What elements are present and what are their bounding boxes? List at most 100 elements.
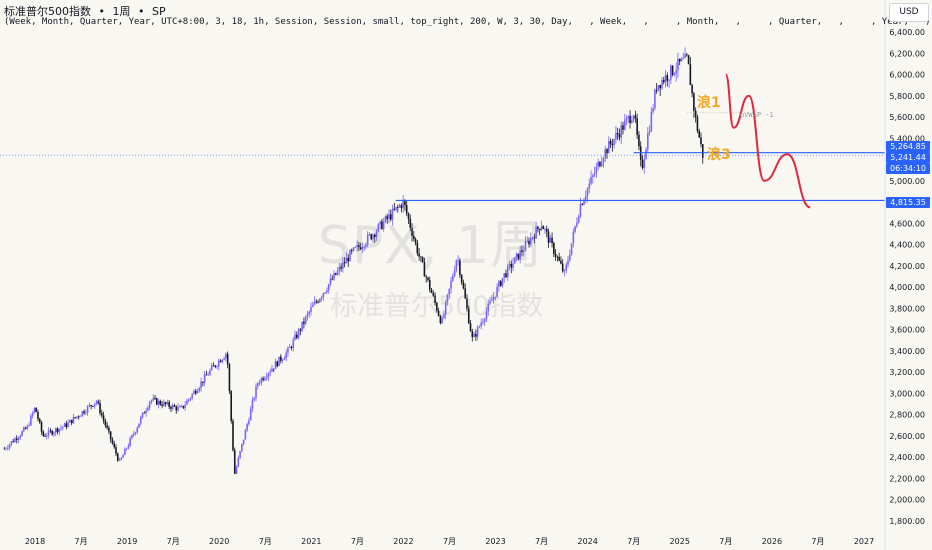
- candle-body: [606, 149, 608, 154]
- candle-body: [576, 222, 578, 227]
- candle-body: [313, 301, 316, 305]
- candle-body: [22, 427, 25, 432]
- candle-body: [595, 166, 598, 174]
- candle-body: [12, 441, 14, 443]
- candle-body: [701, 144, 704, 158]
- candle-body: [467, 308, 470, 324]
- candle-body: [407, 213, 410, 219]
- candle-body: [31, 412, 34, 416]
- symbol-header[interactable]: 标准普尔500指数 • 1周 • SP: [4, 3, 170, 19]
- candle-body: [590, 176, 592, 184]
- candle-body: [251, 400, 254, 409]
- candle-body: [501, 278, 504, 286]
- candle-body: [600, 162, 603, 167]
- candle-body: [88, 405, 91, 407]
- candle-body: [567, 260, 569, 265]
- candle-body: [545, 228, 548, 232]
- x-tick-label: 2024: [577, 537, 597, 546]
- candle-body: [443, 314, 445, 318]
- candle-body: [249, 408, 252, 421]
- candle-body: [597, 161, 599, 167]
- candle-body: [319, 298, 321, 303]
- candle-body: [164, 402, 167, 405]
- candle-body: [448, 288, 451, 295]
- candle-body: [189, 398, 192, 400]
- candle-body: [5, 448, 7, 450]
- symbol-name[interactable]: 标准普尔500指数: [4, 5, 91, 18]
- candle-body: [127, 445, 130, 449]
- candle-body: [462, 282, 465, 289]
- candle-body: [287, 347, 289, 353]
- candle-body: [366, 234, 369, 245]
- candle-body: [609, 140, 612, 145]
- candle-body: [483, 319, 486, 322]
- candle-body: [274, 361, 277, 369]
- candle-body: [634, 115, 637, 119]
- currency-button[interactable]: USD: [889, 3, 929, 22]
- candle-body: [28, 425, 30, 427]
- candle-body: [359, 247, 362, 250]
- exchange-label: SP: [152, 5, 166, 18]
- candle-body: [322, 293, 325, 298]
- candle-body: [650, 111, 653, 131]
- candle-body: [678, 58, 681, 62]
- candle-body: [632, 115, 635, 121]
- candle-body: [437, 310, 440, 316]
- candle-body: [260, 378, 263, 384]
- candle-body: [145, 410, 147, 414]
- candle-body: [522, 250, 525, 253]
- candle-body: [556, 256, 559, 258]
- candle-body: [398, 205, 401, 208]
- x-tick-label: 7月: [535, 537, 548, 546]
- candle-body: [226, 353, 229, 365]
- candle-body: [414, 238, 417, 243]
- candle-body: [239, 451, 241, 458]
- candle-body: [8, 444, 11, 448]
- candle-body: [602, 158, 605, 163]
- candle-body: [668, 79, 670, 81]
- candle-body: [267, 373, 270, 378]
- candle-body: [327, 284, 330, 291]
- candle-body: [370, 234, 373, 240]
- candle-body: [108, 427, 110, 432]
- candle-body: [482, 321, 484, 323]
- candle-body: [444, 301, 447, 315]
- candle-body: [193, 390, 195, 394]
- y-tick-label: 2,800.00: [889, 411, 925, 420]
- candle-body: [97, 401, 100, 404]
- candle-body: [171, 405, 174, 409]
- candle-body: [661, 80, 663, 89]
- candle-body: [136, 427, 139, 433]
- candle-body: [170, 406, 172, 409]
- indicator-params[interactable]: (Week, Month, Quarter, Year, UTC+8:00, 3…: [4, 17, 931, 27]
- candle-body: [645, 149, 647, 160]
- candle-body: [680, 58, 683, 62]
- vwap-label: pVWAP -1: [740, 111, 774, 119]
- candle-body: [643, 159, 646, 168]
- candle-body: [131, 435, 133, 439]
- candle-body: [242, 439, 245, 444]
- candle-body: [696, 117, 699, 131]
- candle-body: [264, 378, 266, 381]
- candle-body: [405, 205, 408, 214]
- y-tick-label: 5,800.00: [889, 92, 925, 101]
- interval-label[interactable]: 1周: [112, 5, 131, 18]
- candle-body: [503, 273, 506, 279]
- candle-body: [514, 257, 516, 264]
- candle-body: [521, 250, 523, 253]
- candle-body: [684, 54, 686, 59]
- candle-body: [347, 257, 350, 262]
- candle-body: [113, 443, 116, 448]
- candle-body: [288, 347, 291, 348]
- candle-body: [350, 250, 353, 252]
- candle-body: [198, 388, 201, 391]
- candle-body: [63, 423, 66, 427]
- candle-body: [492, 296, 495, 301]
- candle-body: [572, 231, 575, 244]
- candle-body: [487, 303, 490, 312]
- candle-body: [207, 374, 209, 376]
- candle-body: [685, 54, 688, 56]
- candle-body: [100, 413, 103, 416]
- candle-body: [203, 374, 206, 383]
- candle-body: [308, 311, 311, 314]
